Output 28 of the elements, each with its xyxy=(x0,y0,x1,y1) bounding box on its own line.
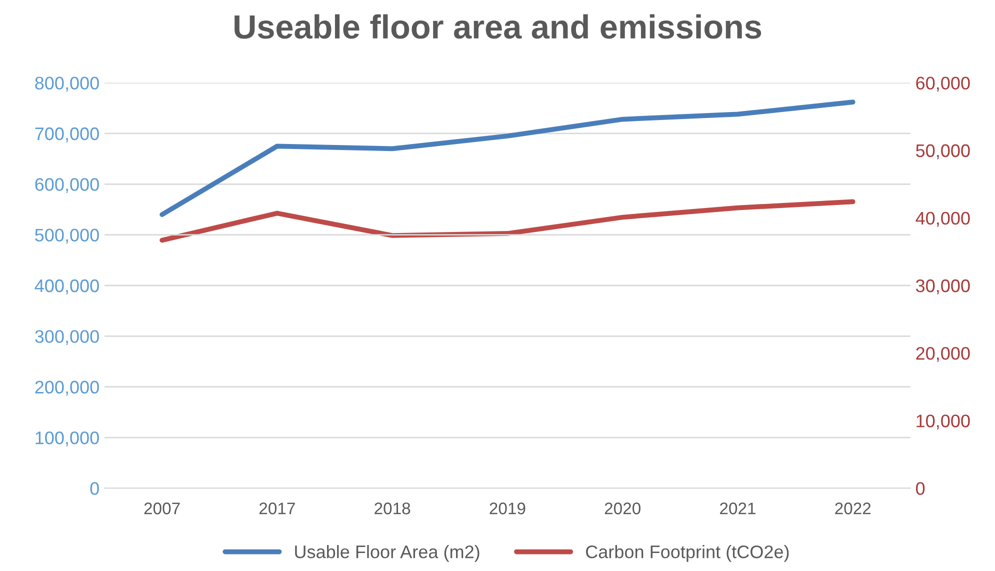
y-tick-label: 600,000 xyxy=(35,178,99,193)
y-tick-label: 100,000 xyxy=(36,431,99,446)
y-tick-label: 500,000 xyxy=(35,228,99,244)
line-series xyxy=(160,100,856,217)
legend-label: Usable Floor Area (m2) xyxy=(295,544,480,562)
y2-tick-label: 10,000 xyxy=(916,414,970,430)
x-tick-label: 2020 xyxy=(604,502,640,514)
y-tick-label: 800,000 xyxy=(35,76,99,92)
y2-tick-label: 20,000 xyxy=(916,347,970,362)
x-tick-label: 2007 xyxy=(144,502,180,514)
x-tick-label: 2019 xyxy=(490,502,526,514)
y-tick-label: 300,000 xyxy=(35,330,99,346)
chart-title: Useable floor area and emissions xyxy=(234,14,762,39)
line-series xyxy=(160,199,856,243)
y2-tick-label: 50,000 xyxy=(916,144,970,160)
y-tick-label: 200,000 xyxy=(35,380,99,396)
y2-tick-label: 60,000 xyxy=(916,76,970,92)
y2-tick-label: 0 xyxy=(916,482,925,495)
legend-label: Carbon Footprint (tCO2e) xyxy=(586,544,789,562)
y2-tick-label: 40,000 xyxy=(916,212,970,227)
x-tick-label: 2021 xyxy=(720,502,756,514)
y-tick-label: 0 xyxy=(90,482,99,495)
y-tick-label: 400,000 xyxy=(34,279,99,294)
x-tick-label: 2022 xyxy=(835,502,871,514)
x-tick-label: 2018 xyxy=(374,502,410,514)
x-tick-label: 2017 xyxy=(259,502,295,514)
y2-tick-label: 30,000 xyxy=(916,279,970,294)
y-tick-label: 700,000 xyxy=(35,127,99,142)
